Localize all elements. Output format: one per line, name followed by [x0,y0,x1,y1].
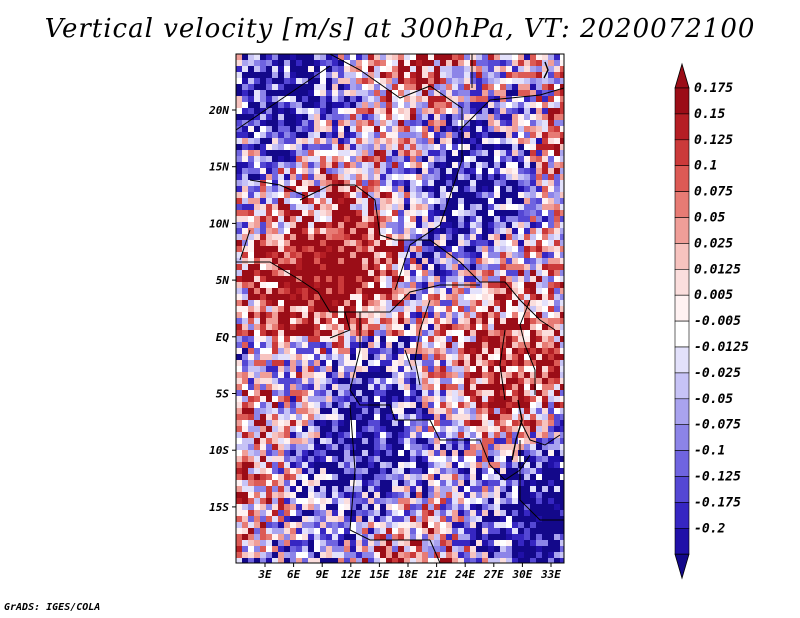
border-line [414,299,431,386]
border-line [519,440,564,521]
lat-label: 10N [209,217,229,230]
map-frame [235,53,565,564]
border-line [236,261,319,293]
border-line [429,539,441,563]
country-borders [236,54,564,563]
colorbar-label: -0.2 [694,521,725,536]
lon-label: 21E [426,568,447,581]
longitude-axis: 3E 6E 9E 12E 15E 18E 21E 24E 27E 30E 33E [257,563,561,581]
colorbar-box [674,320,690,348]
colorbar-box [674,450,690,477]
colorbar-label: 0.15 [694,107,725,122]
border-line [249,179,306,197]
velocity-field [236,54,564,563]
lat-label: 10S [209,444,229,457]
colorbar-label: -0.0125 [694,340,749,355]
colorbar-bottom-arrow [674,553,690,580]
border-line [236,65,331,131]
latitude-axis: 20N 15N 10N 5N EQ 5S 10S 15S [208,104,236,514]
colorbar-label: 0.0125 [694,262,741,277]
colorbar-box [674,476,690,503]
lake-outline [511,399,523,461]
colorbar-label: -0.075 [694,418,741,433]
lat-label: EQ [216,331,230,344]
colorbar-label: -0.025 [694,366,741,381]
colorbar-box [674,268,690,296]
border-line [299,184,505,283]
colorbar-label: 0.075 [694,185,733,200]
colorbar-box [674,346,690,374]
colorbar-label: 0.175 [694,81,733,96]
colorbar-box [674,191,690,218]
colorbar-label: 0.05 [694,211,725,226]
border-line [504,281,556,331]
colorbar-label: -0.1 [694,444,725,459]
border-line [329,54,463,160]
colorbar-label: -0.125 [694,470,741,485]
lon-label: 3E [257,568,272,581]
border-line [394,159,463,291]
colorbar-box [674,502,690,529]
border-line [459,87,564,131]
border-line [519,299,536,395]
colorbar-label: -0.05 [694,392,733,407]
colorbar-label: -0.005 [694,314,741,329]
lon-label: 12E [341,568,361,581]
colorbar-label: 0.025 [694,236,733,251]
border-line [345,284,480,313]
lat-label: 15S [209,501,229,514]
colorbar-box [674,527,690,555]
grads-credit: GrADS: IGES/COLA [4,602,101,613]
lon-label: 24E [454,568,475,581]
border-line [239,229,251,261]
lon-label: 33E [540,568,561,581]
border-line [499,329,506,401]
lon-label: 6E [287,568,301,581]
coast-outline [543,61,549,79]
border-line [519,419,561,446]
colorbar-label: 0.125 [694,133,733,148]
lon-label: 9E [316,568,330,581]
colorbar-box [674,372,690,400]
lon-label: 27E [483,568,504,581]
border-line [489,454,531,481]
colorbar-box [674,424,690,451]
colorbar: 0.175 0.15 0.125 0.1 0.075 0.05 0.025 0.0125 0.0… [674,62,749,580]
colorbar-label: 0.005 [694,288,733,303]
colorbar-box [674,243,690,270]
colorbar-box [674,87,690,115]
colorbar-box [674,294,690,322]
lat-label: 5S [216,388,230,401]
lon-label: 15E [369,568,389,581]
colorbar-box [674,113,690,141]
lon-label: 18E [398,568,418,581]
colorbar-label: -0.175 [694,495,741,510]
border-line [349,404,430,541]
border-line [404,349,413,371]
lat-label: 20N [208,104,229,117]
map-title: Vertical velocity [m/s] at 300hPa, VT: 2… [44,14,756,44]
lon-label: 30E [511,568,532,581]
colorbar-label: 0.1 [694,159,717,174]
lat-label: 5N [216,274,230,287]
lat-label: 15N [209,161,229,174]
colorbar-box [674,217,690,244]
colorbar-box [674,165,690,192]
border-line [349,312,491,466]
colorbar-box [674,398,690,425]
colorbar-box [674,139,690,167]
colorbar-top-arrow [674,62,690,89]
